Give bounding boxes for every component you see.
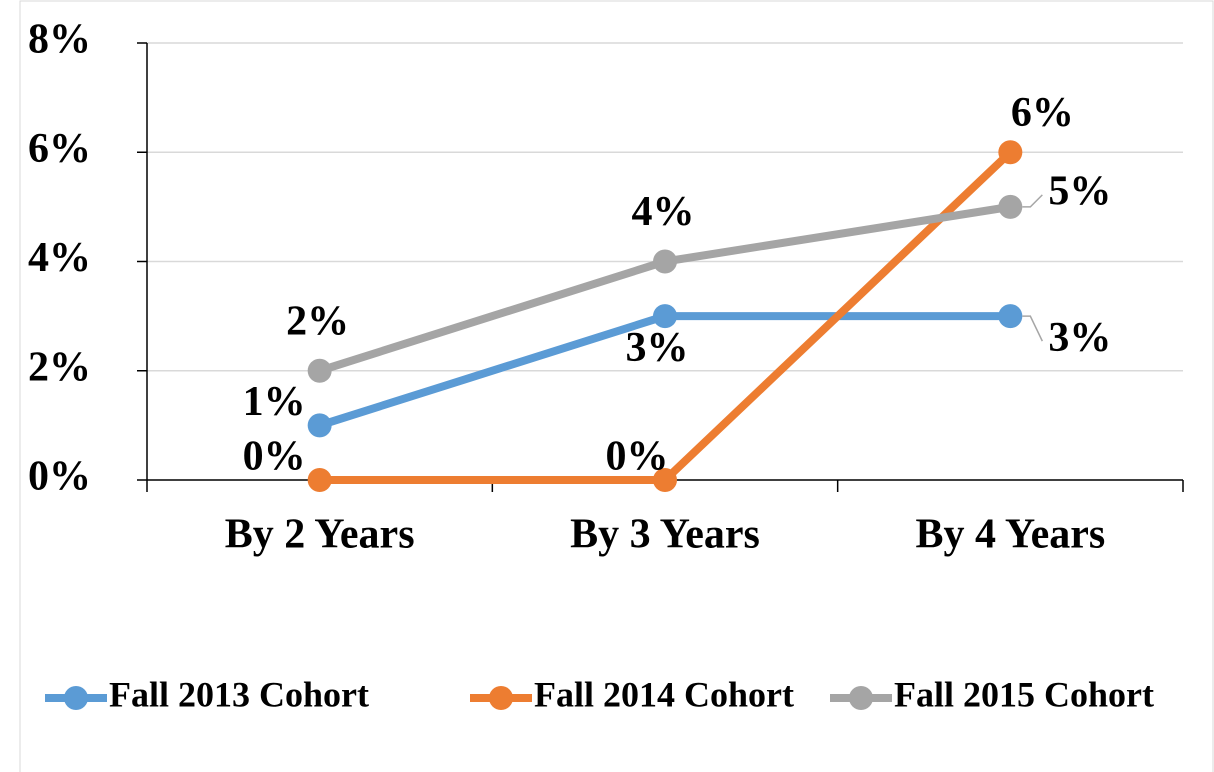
point-marker <box>653 304 677 329</box>
point-marker <box>653 249 677 274</box>
data-label: 5% <box>1048 169 1111 215</box>
legend-marker <box>489 686 513 710</box>
data-label: 1% <box>243 379 306 425</box>
data-label: 2% <box>286 298 349 344</box>
point-marker <box>998 194 1023 219</box>
y-tick-label: 8% <box>28 17 91 63</box>
y-tick-label: 4% <box>28 235 91 281</box>
point-marker <box>998 140 1023 165</box>
legend-marker <box>849 686 873 710</box>
data-label: 3% <box>1048 315 1111 361</box>
data-label: 4% <box>632 189 695 235</box>
x-tick-label: By 4 Years <box>915 512 1105 558</box>
point-marker <box>998 304 1023 329</box>
legend-label: Fall 2015 Cohort <box>894 674 1154 714</box>
legend-marker <box>64 686 88 710</box>
data-label: 0% <box>606 434 669 480</box>
y-tick-label: 0% <box>28 454 91 500</box>
point-marker <box>307 413 332 438</box>
data-label: 0% <box>243 434 306 480</box>
y-tick-label: 6% <box>28 126 91 172</box>
point-marker <box>307 358 332 383</box>
data-label: 3% <box>626 325 689 371</box>
chart-border <box>19 0 1214 772</box>
x-tick-label: By 3 Years <box>570 512 760 558</box>
x-tick-label: By 2 Years <box>225 512 415 558</box>
data-label: 6% <box>1011 90 1074 136</box>
legend-label: Fall 2013 Cohort <box>109 674 369 714</box>
y-tick-label: 2% <box>28 344 91 390</box>
leader-line <box>1022 194 1043 208</box>
point-marker <box>307 468 332 492</box>
leader-line <box>1022 315 1044 342</box>
point-marker <box>653 468 677 492</box>
legend-label: Fall 2014 Cohort <box>534 674 794 714</box>
